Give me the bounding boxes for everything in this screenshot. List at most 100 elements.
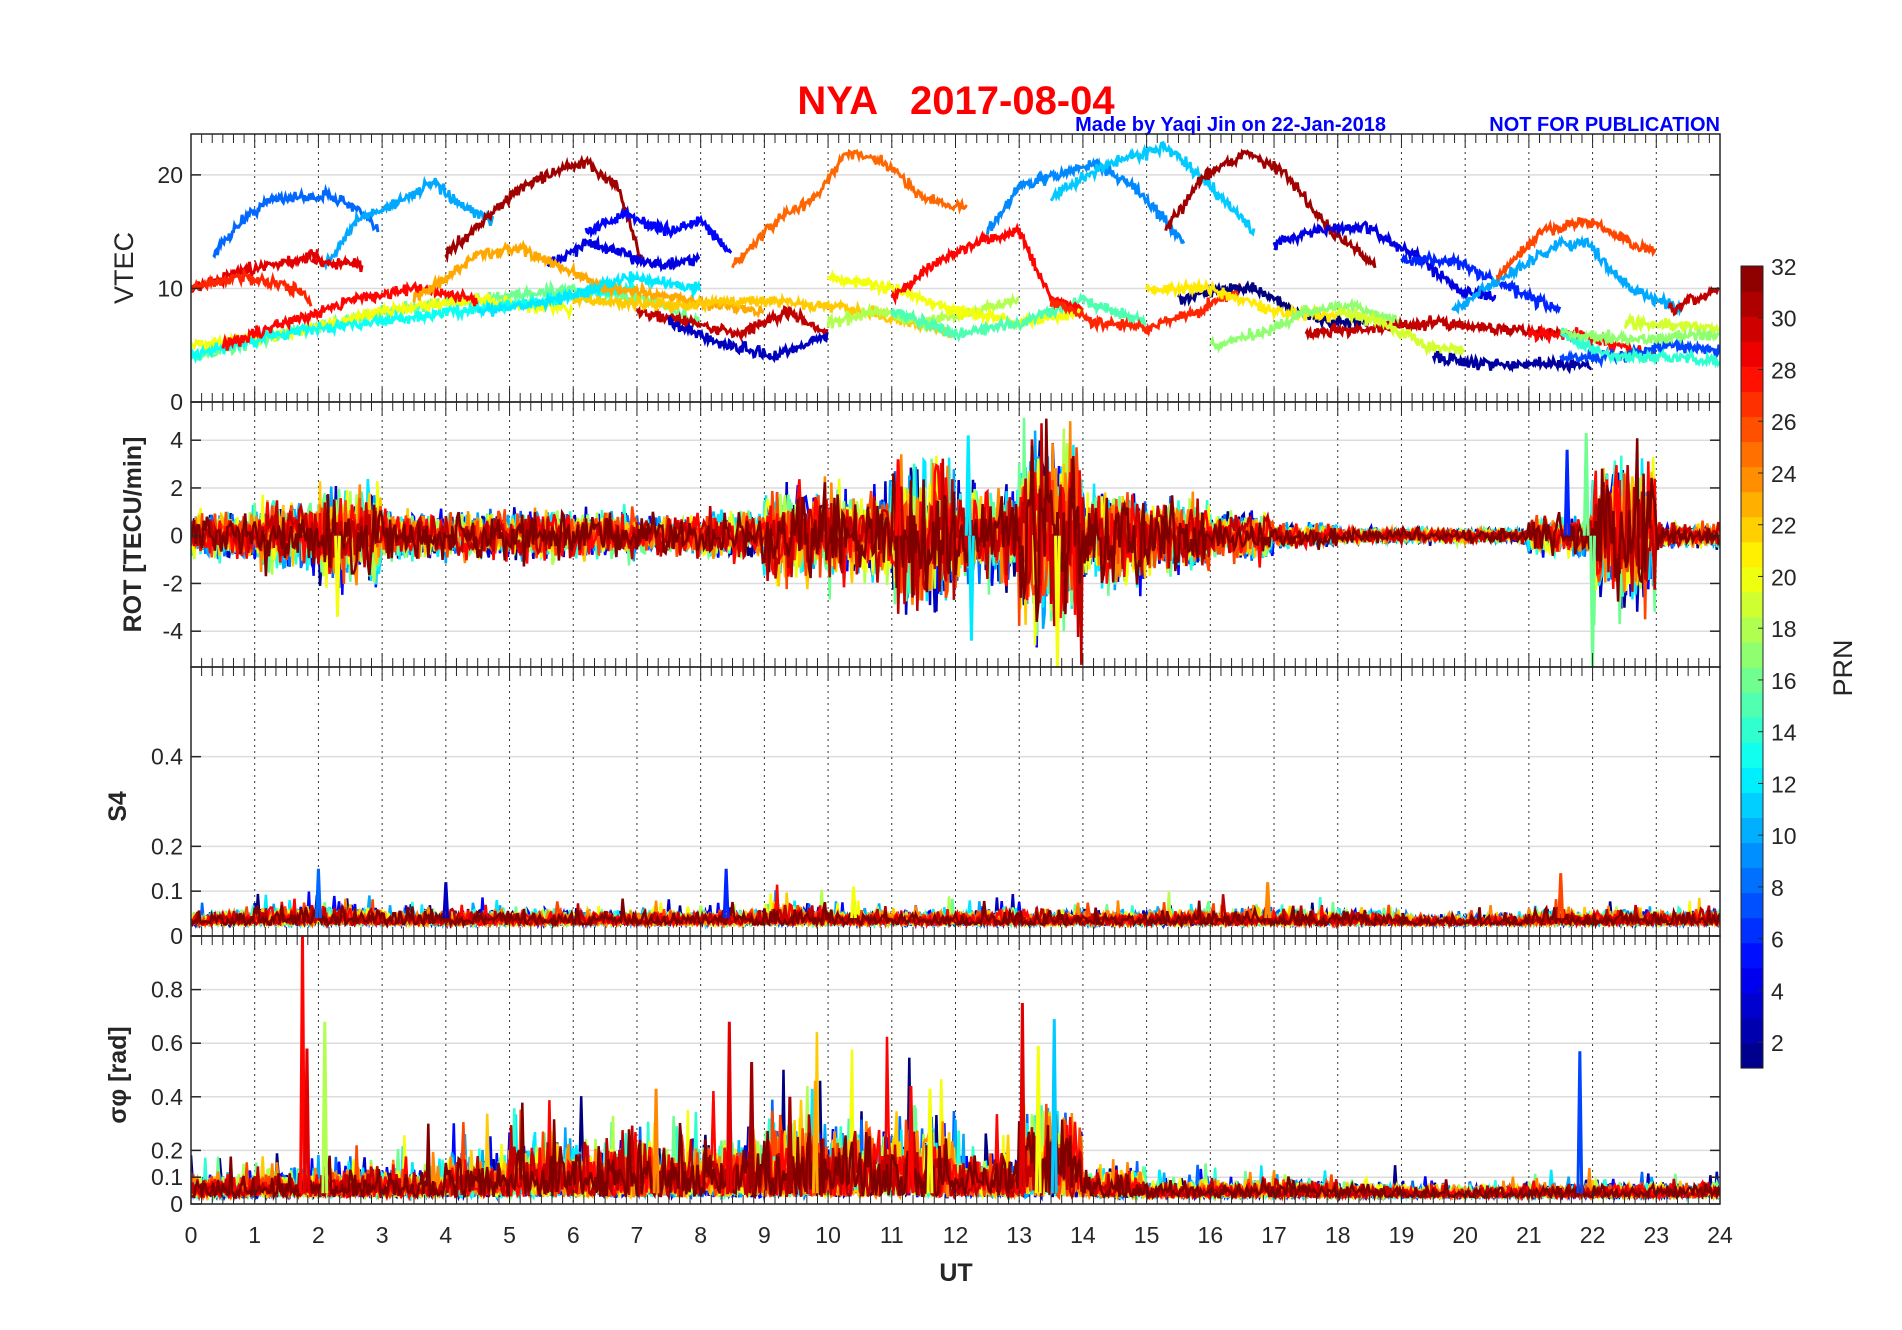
vtec-trace-prn-8 (212, 183, 380, 259)
vtec-trace-prn-27 (191, 267, 313, 307)
x-tick-label: 3 (376, 1222, 389, 1248)
panel-s4: 0 0.1 0.2 0.4 S4 (104, 666, 1721, 949)
vtec-trace-prn-19 (1623, 311, 1720, 334)
publication-note: NOT FOR PUBLICATION (1489, 114, 1720, 136)
colorbar-swatch (1741, 967, 1763, 994)
colorbar-label: PRN (1828, 639, 1858, 696)
rot-spike-prn-16 (1582, 433, 1590, 536)
vtec-trace-prn-19 (1336, 306, 1466, 357)
vtec-trace-prn-25 (731, 148, 968, 269)
vtec-trace-prn-29 (310, 253, 364, 273)
y-tick-label: 0.1 (151, 878, 183, 904)
colorbar-tick-label: 18 (1771, 616, 1797, 642)
vtec-trace-prn-15 (890, 292, 1147, 343)
panel-sigma_phi: 00.10.2 0.4 0.6 0.8 σφ [rad] (104, 935, 1721, 1217)
series-group (191, 140, 1720, 375)
s4-spike-prn-20 (850, 886, 857, 919)
colorbar-swatch (1741, 616, 1763, 643)
x-tick-label: 17 (1261, 1222, 1287, 1248)
vtec-trace-prn-30 (1667, 285, 1720, 317)
y-axis-label: VTEC (109, 232, 139, 304)
y-axis-label: ROT [TECU/min] (119, 437, 147, 633)
x-tick-label: 2 (312, 1222, 325, 1248)
colorbar-swatch (1741, 316, 1763, 342)
y-tick-label: 0 (170, 523, 183, 549)
colorbar-frame (1740, 265, 1764, 1069)
vtec-trace-prn-10 (1451, 234, 1683, 317)
x-tick-label: 1 (248, 1222, 261, 1248)
colorbar-tick-label: 8 (1771, 875, 1784, 901)
x-tick-label: 11 (880, 1222, 904, 1248)
colorbar-swatch (1741, 341, 1763, 367)
vtec-trace-prn-4 (546, 235, 701, 273)
sigma_phi-spike-prn-23 (811, 1080, 819, 1194)
y-tick-label: 0.8 (151, 977, 183, 1003)
y-tick-label: 10 (157, 275, 183, 301)
vtec-trace-prn-30 (1304, 313, 1561, 342)
vtec-trace-prn-4 (1272, 220, 1497, 303)
colorbar-swatch (1741, 842, 1763, 869)
x-tick-label: 22 (1580, 1222, 1606, 1248)
colorbar-swatch (1741, 541, 1763, 568)
y-axis-label: σφ [rad] (104, 1026, 132, 1124)
x-tick-label: 10 (815, 1222, 841, 1248)
y-tick-label: -4 (163, 618, 184, 644)
x-tick-label: 14 (1070, 1222, 1096, 1248)
s4-spike-prn-24 (1264, 882, 1272, 919)
vtec-trace-prn-14 (1559, 327, 1720, 369)
vtec-trace-prn-3 (667, 314, 829, 364)
series-group (191, 936, 1720, 1203)
vtec-trace-prn-17 (1209, 297, 1402, 354)
colorbar-swatch (1741, 667, 1763, 693)
colorbar-swatch (1741, 792, 1763, 818)
colorbar-tick-label: 4 (1771, 978, 1784, 1004)
x-tick-label: 21 (1516, 1222, 1542, 1248)
sigma_phi-spike-prn-20 (926, 1088, 934, 1194)
colorbar-swatch (1741, 742, 1763, 768)
colorbar-tick-label: 12 (1771, 771, 1797, 797)
x-tick-label: 9 (758, 1222, 771, 1248)
rot-spike-prn-6 (1563, 449, 1571, 536)
rot-spike-prn-12 (968, 535, 975, 641)
x-tick-label: 15 (1134, 1222, 1160, 1248)
y-tick-label: 0.4 (151, 1084, 183, 1110)
sigma_phi-spike-prn-29 (1018, 1002, 1026, 1194)
colorbar-tick-label: 26 (1771, 409, 1797, 435)
colorbar-swatch (1741, 491, 1763, 518)
colorbar-swatch (1741, 366, 1763, 392)
vtec-trace-prn-6 (1400, 249, 1562, 315)
s4-spike-prn-6 (722, 868, 730, 919)
colorbar-swatch (1741, 641, 1763, 668)
vtec-trace-prn-27 (1049, 282, 1243, 338)
sigma_phi-spike-prn-28 (907, 1086, 915, 1194)
colorbar-swatch (1741, 992, 1763, 1019)
colorbar-tick-label: 22 (1771, 513, 1797, 539)
y-tick-label: 0.6 (151, 1030, 183, 1056)
sigma_phi-spike-prn-20 (1034, 1045, 1042, 1194)
colorbar-swatch (1741, 867, 1763, 894)
sigma_phi-spike-prn-29 (725, 1021, 733, 1194)
s4-spike-prn-3 (442, 882, 450, 919)
x-tick-label: 6 (567, 1222, 580, 1248)
x-axis: 0 1 2 3 4 5 6 7 8 9 10 11 12 13 14 15 16 17 18 19 20 21 22 23 24 (185, 1222, 1733, 1248)
colorbar-swatch (1741, 717, 1763, 743)
colorbar-swatch (1741, 291, 1763, 317)
x-tick-label: 0 (185, 1222, 198, 1248)
colorbar-swatch (1741, 1017, 1763, 1044)
colorbar-swatch (1741, 441, 1763, 468)
x-tick-label: 20 (1452, 1222, 1478, 1248)
y-tick-label: 0.2 (151, 1137, 183, 1163)
y-tick-label: 0.1 (151, 1164, 183, 1190)
y-tick-label: 2 (170, 475, 183, 501)
x-tick-label: 8 (694, 1222, 707, 1248)
panel-vtec: 0 10 20 VTEC (109, 133, 1721, 415)
sigma_phi-spike-prn-24 (652, 1088, 660, 1194)
rot-spike-prn-12 (964, 435, 972, 536)
colorbar-swatch (1741, 416, 1763, 443)
x-axis-label: UT (939, 1259, 972, 1287)
vtec-trace-prn-29 (191, 249, 319, 293)
sigma_phi-spike-prn-28 (299, 936, 306, 1194)
vtec-trace-prn-30 (635, 305, 829, 343)
